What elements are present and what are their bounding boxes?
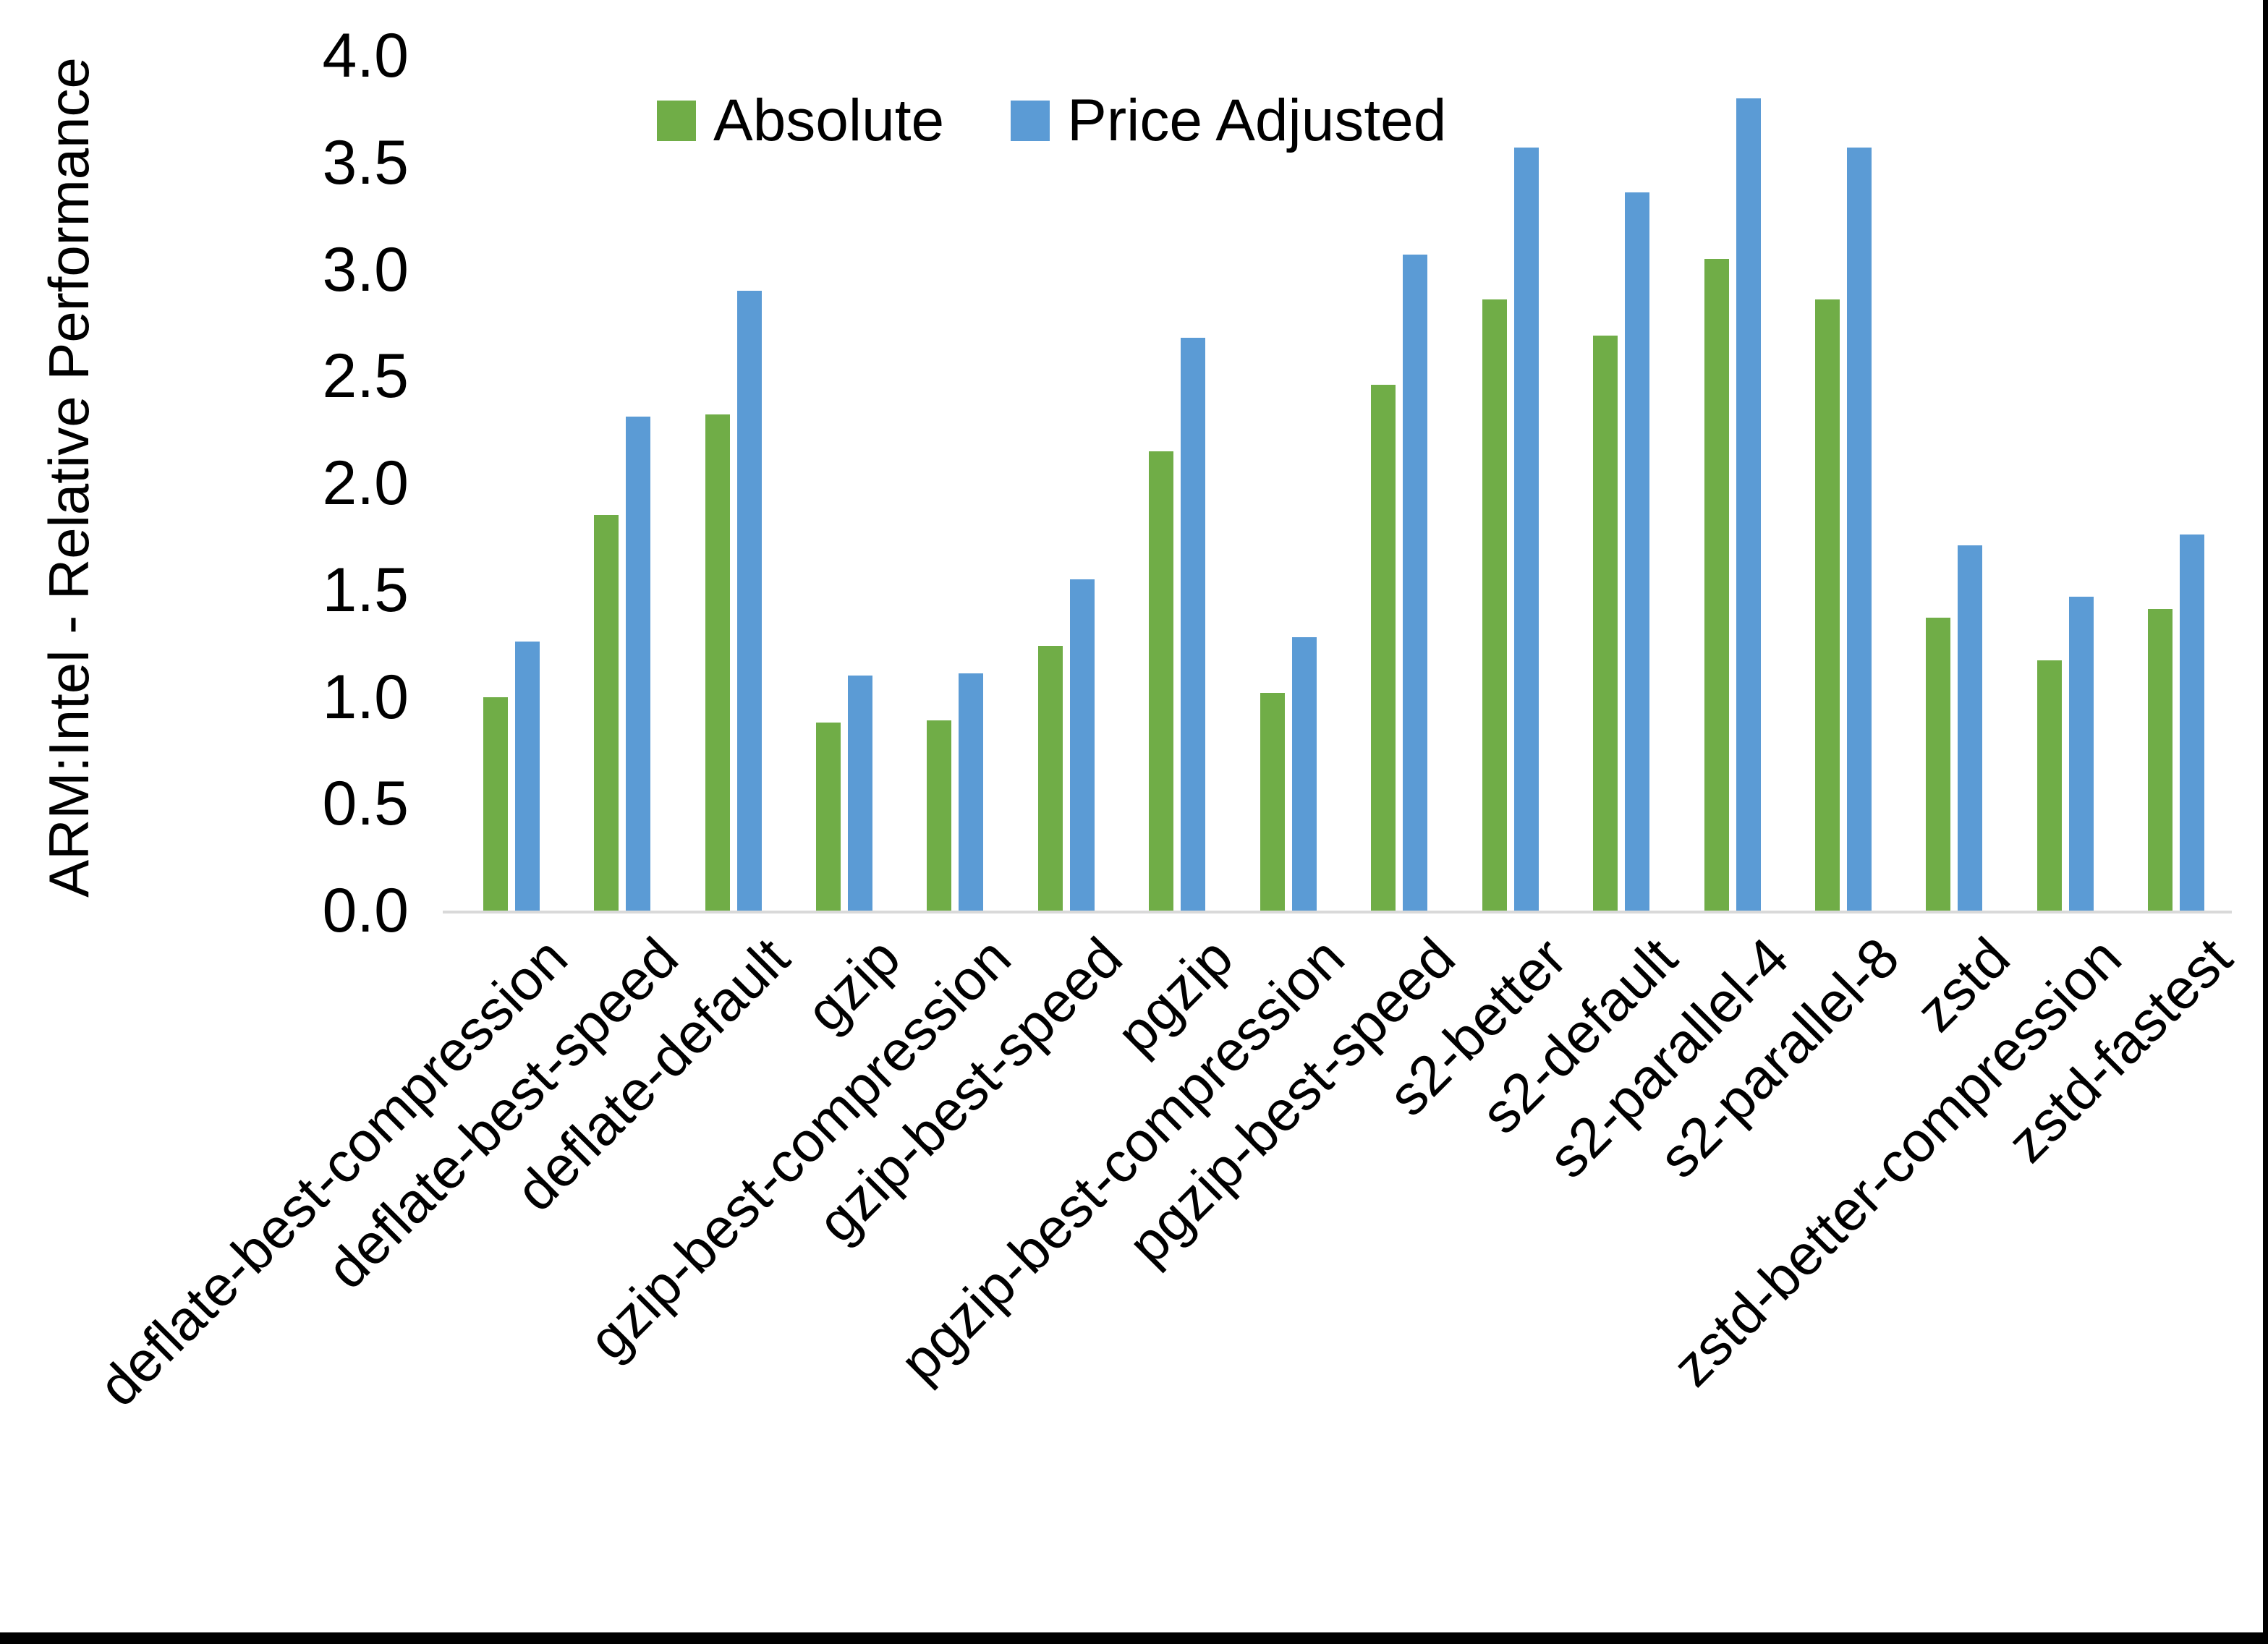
bar-group-deflate-default <box>678 56 789 911</box>
bar-group-pgzip-best-speed <box>1344 56 1455 911</box>
y-tick-label-4.0: 4.0 <box>322 21 409 90</box>
bar-absolute-pgzip-best-compression <box>1260 692 1285 911</box>
y-tick-label-1.0: 1.0 <box>322 662 409 732</box>
bar-group-s2-parallel-4 <box>1677 56 1788 911</box>
bar-group-s2-default <box>1566 56 1676 911</box>
bar-group-zstd <box>1899 56 2010 911</box>
bar-price-adjusted-s2-default <box>1625 192 1650 911</box>
y-tick-label-0.0: 0.0 <box>322 876 409 945</box>
bar-absolute-s2-default <box>1593 336 1618 911</box>
bar-group-gzip-best-compression <box>900 56 1011 911</box>
bar-price-adjusted-deflate-best-speed <box>626 417 651 911</box>
bar-price-adjusted-deflate-best-compression <box>514 641 540 911</box>
legend-label-price-adjusted: Price Adjusted <box>1067 88 1447 153</box>
bar-price-adjusted-s2-better <box>1513 148 1539 911</box>
bar-absolute-gzip-best-compression <box>927 720 952 911</box>
bar-absolute-s2-parallel-4 <box>1704 258 1729 911</box>
bar-absolute-deflate-default <box>705 414 730 911</box>
bar-group-pgzip <box>1122 56 1233 911</box>
bar-group-s2-parallel-8 <box>1788 56 1898 911</box>
bar-absolute-s2-better <box>1482 299 1507 911</box>
bar-price-adjusted-s2-parallel-8 <box>1846 148 1872 911</box>
legend-swatch-price-adjusted <box>1011 101 1050 141</box>
bar-absolute-s2-parallel-8 <box>1814 299 1840 911</box>
y-tick-label-3.0: 3.0 <box>322 234 409 304</box>
bar-absolute-deflate-best-compression <box>483 697 508 911</box>
bar-absolute-deflate-best-speed <box>594 515 619 911</box>
frame-border-right <box>2263 0 2268 1644</box>
bar-absolute-pgzip <box>1149 451 1174 911</box>
bar-group-deflate-best-speed <box>566 56 677 911</box>
bar-group-s2-better <box>1455 56 1566 911</box>
bar-price-adjusted-zstd <box>1958 545 1983 911</box>
bar-price-adjusted-s2-parallel-4 <box>1736 98 1761 911</box>
bar-price-adjusted-pgzip-best-compression <box>1291 636 1317 911</box>
x-axis-line <box>443 911 2232 913</box>
legend-label-absolute: Absolute <box>713 88 945 153</box>
y-tick-label-2.5: 2.5 <box>322 341 409 412</box>
bar-series-container <box>456 56 2232 911</box>
y-tick-label-0.5: 0.5 <box>322 769 409 839</box>
bar-price-adjusted-zstd-fastest <box>2180 534 2205 911</box>
legend-item-price-adjusted: Price Adjusted <box>1011 91 1446 150</box>
frame-border-bottom <box>0 1632 2268 1644</box>
legend-item-absolute: Absolute <box>657 91 944 150</box>
bar-price-adjusted-deflate-default <box>736 291 762 911</box>
bar-price-adjusted-zstd-better-compression <box>2068 596 2094 911</box>
bar-group-gzip <box>789 56 899 911</box>
bar-absolute-zstd <box>1926 618 1951 911</box>
bar-group-pgzip-best-compression <box>1233 56 1343 911</box>
y-tick-label-1.5: 1.5 <box>322 555 409 625</box>
bar-price-adjusted-gzip-best-speed <box>1069 579 1095 911</box>
bar-group-zstd-better-compression <box>2010 56 2120 911</box>
bar-group-gzip-best-speed <box>1011 56 1121 911</box>
bar-absolute-gzip <box>816 722 841 911</box>
bar-group-deflate-best-compression <box>456 56 566 911</box>
bar-absolute-gzip-best-speed <box>1037 645 1063 911</box>
bar-absolute-zstd-fastest <box>2148 609 2173 911</box>
bar-group-zstd-fastest <box>2121 56 2232 911</box>
bar-price-adjusted-pgzip-best-speed <box>1403 254 1428 911</box>
legend: Absolute Price Adjusted <box>657 91 1446 150</box>
bar-price-adjusted-pgzip <box>1181 338 1206 911</box>
y-tick-label-3.5: 3.5 <box>322 127 409 197</box>
plot-area <box>456 56 2232 911</box>
bar-absolute-zstd-better-compression <box>2036 660 2062 911</box>
bar-price-adjusted-gzip-best-compression <box>959 673 984 911</box>
y-tick-label-2.0: 2.0 <box>322 448 409 518</box>
y-axis-title: ARM:Intel - Relative Performance <box>37 57 101 898</box>
legend-swatch-absolute <box>657 101 696 141</box>
bar-absolute-pgzip-best-speed <box>1371 385 1396 911</box>
bar-price-adjusted-gzip <box>848 675 873 911</box>
